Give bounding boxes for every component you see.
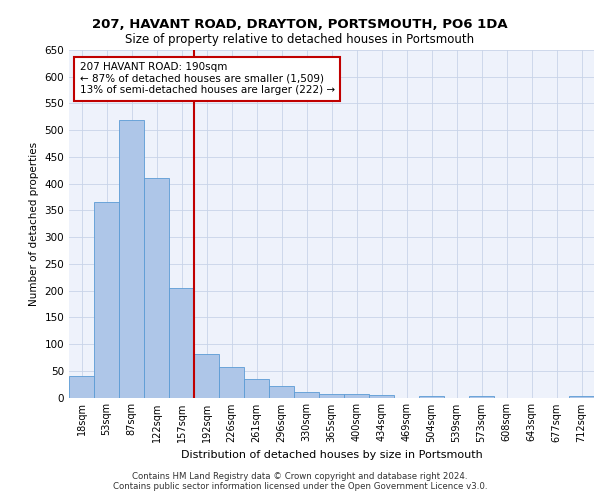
Bar bbox=[69, 376, 94, 398]
Bar bbox=[419, 396, 444, 398]
Bar bbox=[469, 396, 494, 398]
Bar bbox=[369, 396, 394, 398]
Bar bbox=[269, 386, 294, 398]
Bar bbox=[219, 367, 244, 398]
Y-axis label: Number of detached properties: Number of detached properties bbox=[29, 142, 39, 306]
Text: Contains HM Land Registry data © Crown copyright and database right 2024.: Contains HM Land Registry data © Crown c… bbox=[132, 472, 468, 481]
Bar bbox=[344, 394, 369, 398]
Bar bbox=[169, 288, 194, 398]
Text: 207, HAVANT ROAD, DRAYTON, PORTSMOUTH, PO6 1DA: 207, HAVANT ROAD, DRAYTON, PORTSMOUTH, P… bbox=[92, 18, 508, 30]
Bar bbox=[144, 178, 169, 398]
Text: Size of property relative to detached houses in Portsmouth: Size of property relative to detached ho… bbox=[125, 34, 475, 46]
Bar bbox=[569, 396, 594, 398]
Bar bbox=[244, 379, 269, 398]
Bar bbox=[294, 392, 319, 398]
Bar bbox=[119, 120, 144, 398]
Text: 207 HAVANT ROAD: 190sqm
← 87% of detached houses are smaller (1,509)
13% of semi: 207 HAVANT ROAD: 190sqm ← 87% of detache… bbox=[79, 62, 335, 96]
Bar bbox=[94, 202, 119, 398]
Bar bbox=[319, 394, 344, 398]
Bar bbox=[194, 354, 219, 398]
Text: Contains public sector information licensed under the Open Government Licence v3: Contains public sector information licen… bbox=[113, 482, 487, 491]
X-axis label: Distribution of detached houses by size in Portsmouth: Distribution of detached houses by size … bbox=[181, 450, 482, 460]
